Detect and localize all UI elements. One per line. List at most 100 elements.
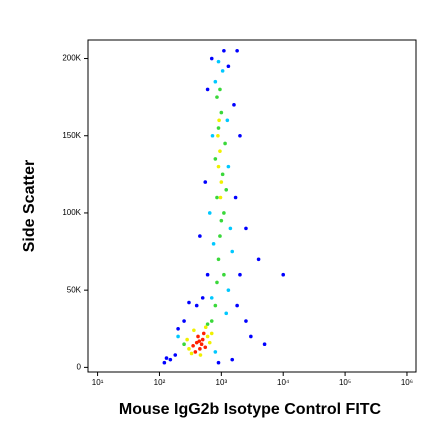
event-dot [218,87,222,92]
event-dot [209,296,214,300]
y-tick-label: 50K [67,285,82,294]
event-dot [228,226,233,231]
event-dot [187,300,191,305]
event-dot [216,59,221,64]
event-dot [200,337,205,342]
event-dot [201,331,206,336]
event-dot [203,325,208,330]
event-dot [220,172,225,177]
event-dot [173,353,178,357]
event-dot [205,87,210,92]
event-dot [164,356,169,360]
event-dot [197,339,202,343]
event-dot [205,322,210,326]
event-dot [198,347,202,351]
event-dot [211,242,216,246]
event-dot [215,280,219,285]
x-tick-label: 10⁵ [339,378,351,387]
event-dot [207,340,212,345]
event-dot [205,272,210,277]
y-tick-label: 100K [62,208,81,217]
event-dot [216,126,221,130]
plot-frame [87,39,417,373]
event-dot [213,79,218,84]
y-tick-label: 200K [62,54,81,63]
event-dot [235,49,239,53]
event-dot [216,133,220,138]
event-dot [244,226,248,231]
x-tick-label: 10³ [216,378,228,387]
y-tick-label: 0 [77,362,82,371]
event-dot [238,133,242,138]
event-dot [219,180,224,184]
event-dot [262,342,267,347]
event-dot [249,334,253,339]
event-dot [219,110,224,115]
event-dot [223,141,227,146]
event-dot [226,288,231,292]
event-dot [215,195,219,200]
event-dot [281,272,286,277]
event-dot [193,350,198,354]
event-dot [226,64,231,69]
event-dot [238,272,242,277]
event-dot [230,249,235,254]
event-dot [182,319,186,323]
event-dot [256,257,261,262]
event-dot [220,69,225,73]
event-dot [230,357,235,362]
event-dot [222,49,226,53]
event-dot [185,337,189,342]
event-dot [244,319,248,323]
x-tick-label: 10² [154,378,166,387]
event-dot [216,360,221,365]
x-tick-label: 10⁶ [401,378,413,387]
event-dot [194,303,199,308]
event-dot [222,272,226,277]
event-dot [176,326,180,331]
event-dot [226,164,231,169]
event-dot [187,347,191,351]
event-dot [205,334,210,339]
event-dot [213,303,218,308]
x-tick-label: 10¹ [92,378,104,387]
event-dot [216,257,221,262]
y-tick-label: 150K [62,131,81,140]
event-dot [200,296,205,300]
event-dot [224,187,229,192]
event-dot [209,56,214,61]
event-dot [199,342,204,347]
event-dot [162,360,167,365]
event-dot [218,234,222,238]
event-dot [233,195,238,200]
event-dot [218,149,222,153]
event-dot [224,311,229,316]
event-dot [168,357,173,362]
event-dot [225,118,230,123]
event-dot [198,234,202,238]
x-axis-title: Mouse IgG2b Isotype Control FITC [119,401,382,418]
event-dot [207,211,212,215]
event-dot [217,118,221,123]
x-tick-label: 10⁴ [277,378,290,387]
event-dot [213,350,218,354]
event-dot [210,133,215,138]
event-dot [203,345,208,350]
event-dot [209,331,214,336]
event-dot [189,351,194,356]
event-dot [219,218,224,223]
event-dot [192,328,196,333]
event-dot [213,157,218,161]
event-dot [215,95,219,99]
event-dot [176,334,180,339]
event-dot [216,164,221,169]
event-dot [198,353,203,357]
event-dot [222,211,226,215]
event-dot [203,180,208,184]
y-axis-title: Side Scatter [21,160,38,252]
event-dot [191,343,195,348]
event-dot [232,103,236,107]
event-dot [209,319,214,323]
